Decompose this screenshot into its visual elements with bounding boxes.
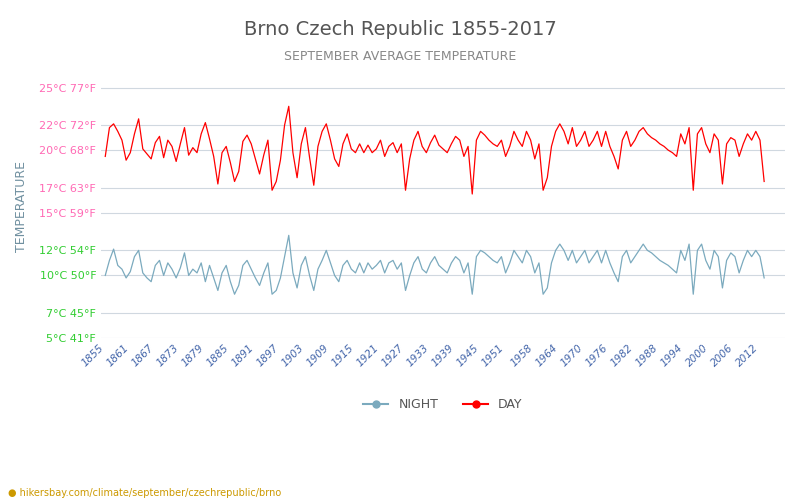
Text: Brno Czech Republic 1855-2017: Brno Czech Republic 1855-2017 [244,20,556,39]
Text: ● hikersbay.com/climate/september/czechrepublic/brno: ● hikersbay.com/climate/september/czechr… [8,488,282,498]
Text: SEPTEMBER AVERAGE TEMPERATURE: SEPTEMBER AVERAGE TEMPERATURE [284,50,516,63]
Y-axis label: TEMPERATURE: TEMPERATURE [15,161,28,252]
Legend: NIGHT, DAY: NIGHT, DAY [358,393,528,416]
